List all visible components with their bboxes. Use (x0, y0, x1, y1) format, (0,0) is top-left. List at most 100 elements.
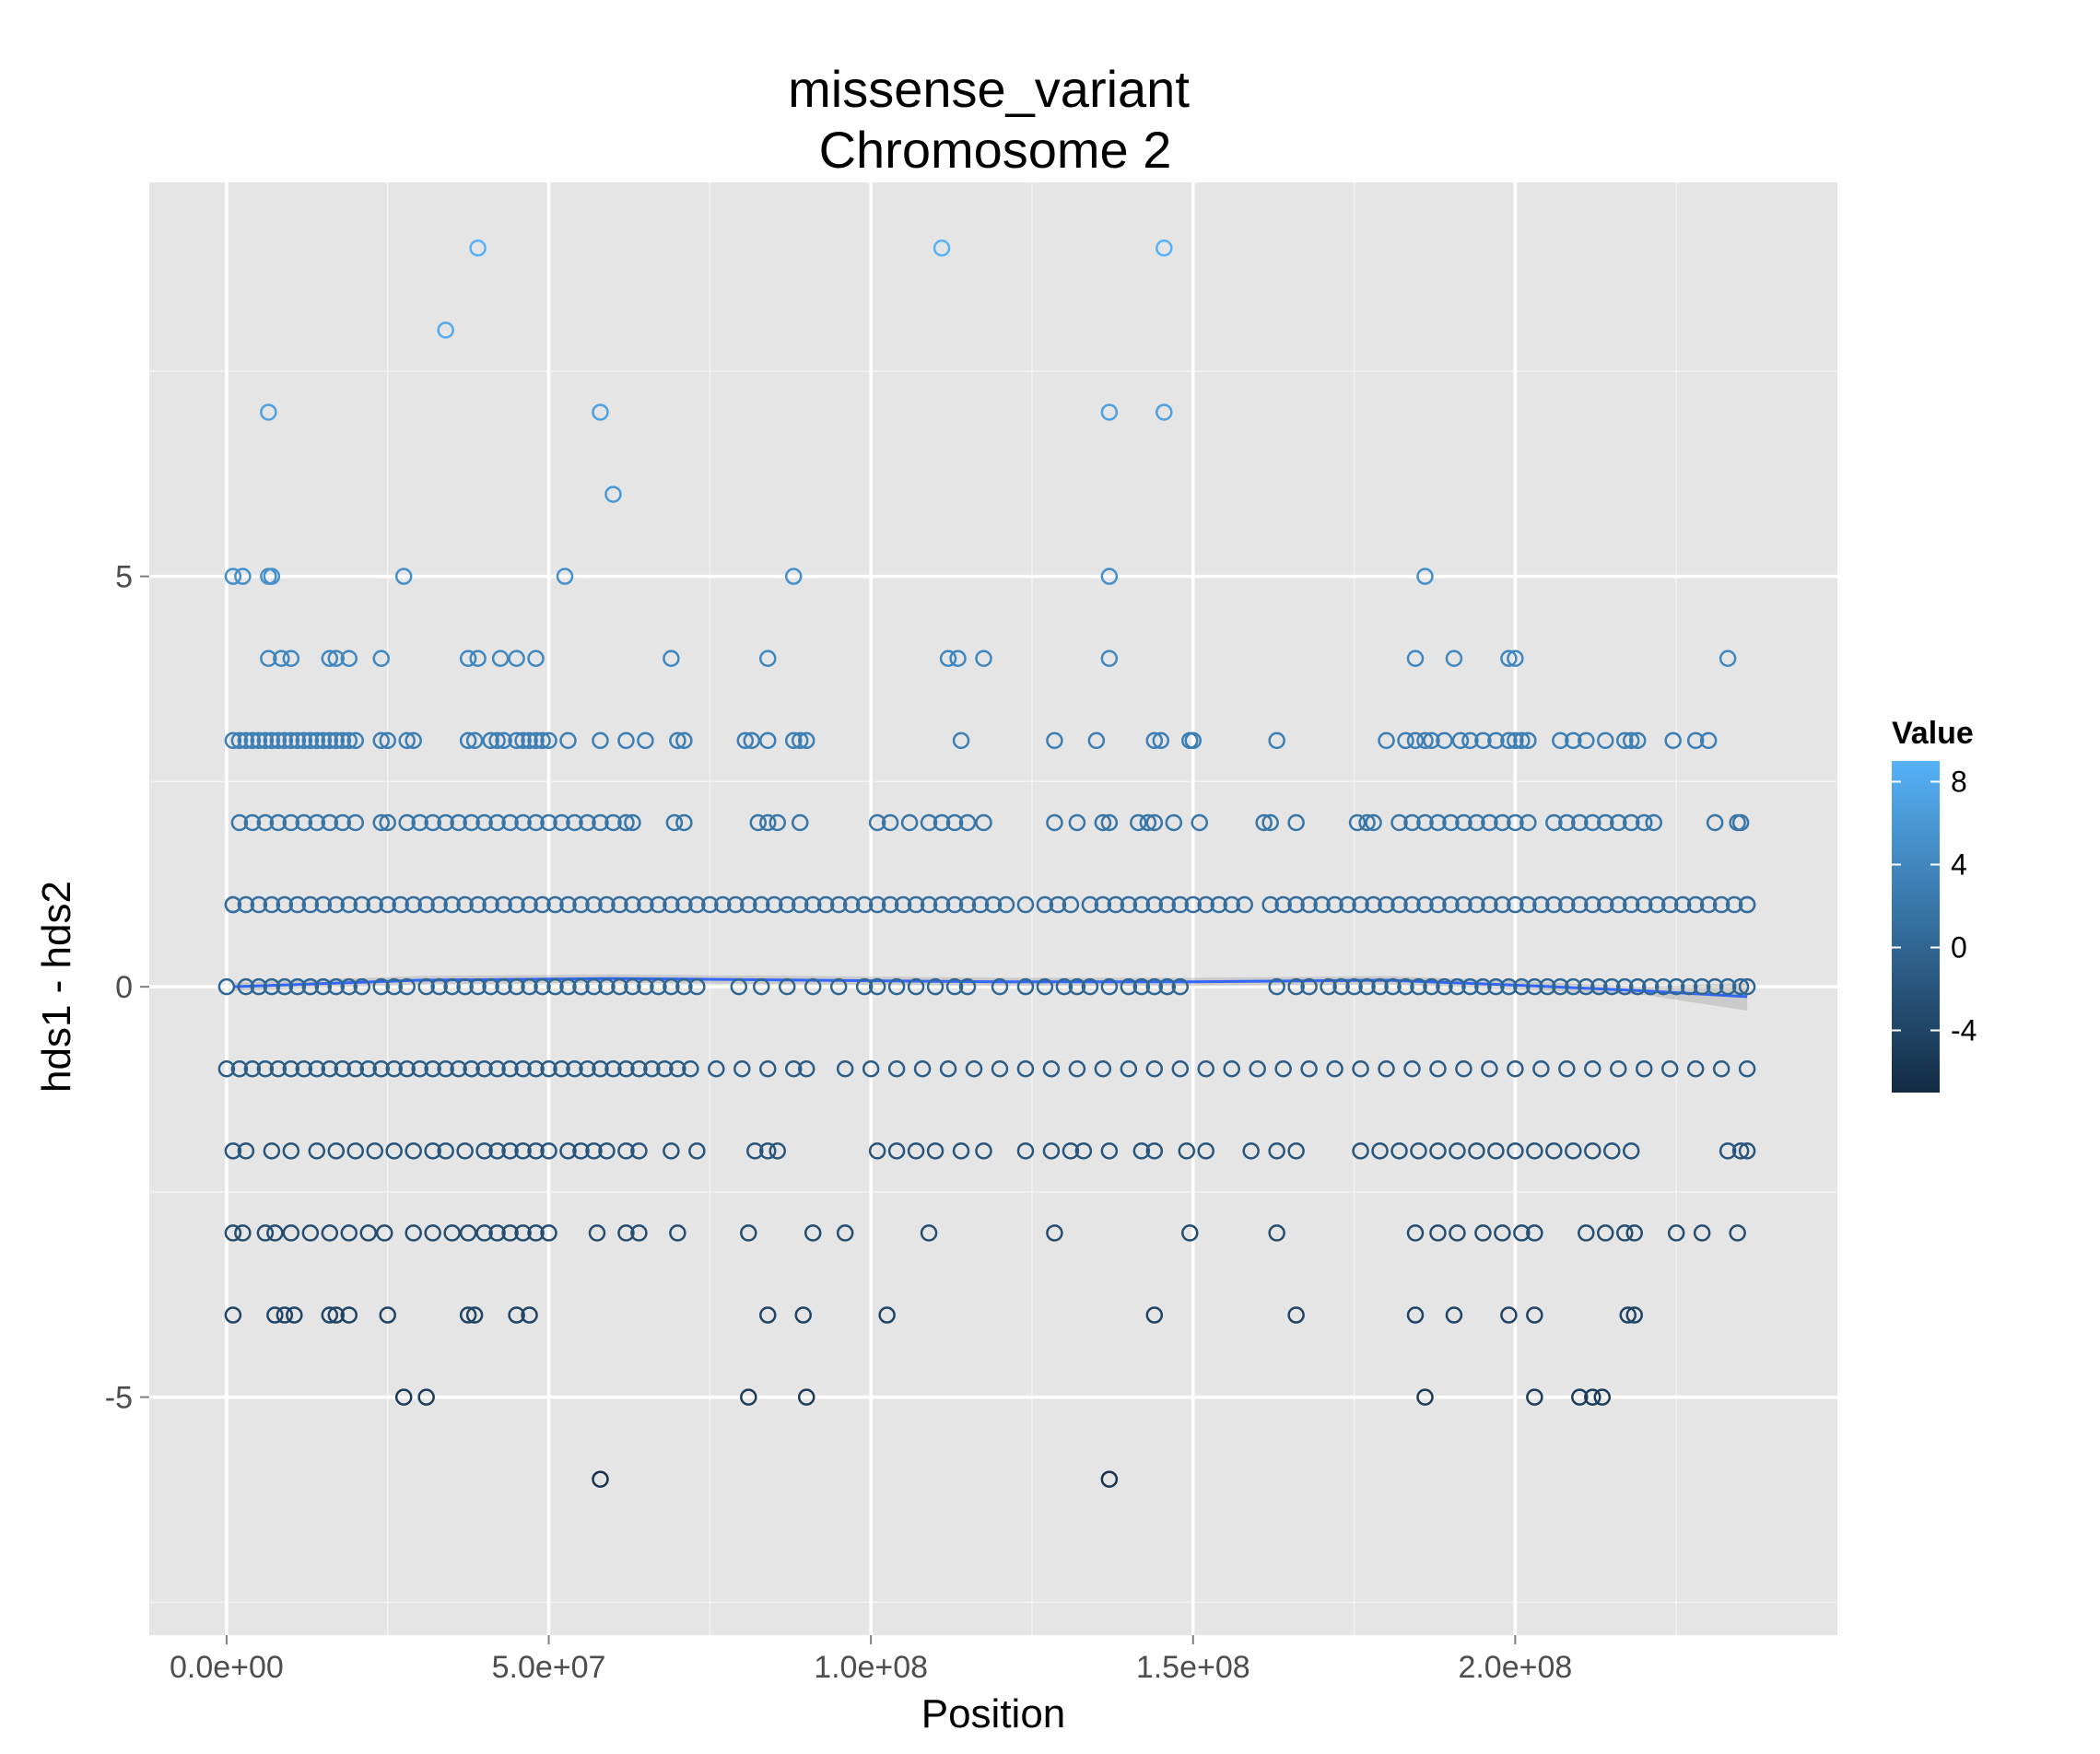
data-point (1249, 1059, 1266, 1078)
data-point (949, 649, 967, 668)
data-point (1223, 1059, 1240, 1078)
data-point (1156, 240, 1173, 257)
data-point (372, 731, 390, 750)
data-point (1699, 731, 1718, 750)
data-point (1416, 895, 1434, 914)
data-point (1603, 977, 1621, 996)
data-point (224, 1306, 242, 1324)
data-point (637, 895, 654, 914)
data-point (495, 895, 512, 914)
data-point (1416, 567, 1434, 585)
data-point (1068, 1059, 1086, 1078)
data-point (546, 895, 564, 914)
data-point (1423, 731, 1440, 750)
data-point (920, 813, 938, 832)
data-point (495, 977, 512, 996)
data-point (630, 1059, 648, 1078)
data-point (475, 1142, 493, 1160)
data-point (1397, 977, 1414, 996)
data-point (1578, 977, 1595, 996)
data-point (907, 895, 925, 914)
legend-colorbar (1892, 761, 1940, 1093)
data-point (1016, 895, 1035, 914)
data-point (933, 813, 951, 832)
data-point (459, 1224, 477, 1242)
data-point (237, 731, 255, 750)
data-point (1145, 977, 1164, 996)
data-point (260, 403, 277, 421)
data-point (1738, 1059, 1756, 1078)
data-point (958, 895, 977, 914)
data-point (243, 813, 262, 832)
data-point (301, 895, 320, 914)
data-point (778, 977, 796, 996)
data-point (1410, 1142, 1427, 1160)
data-point (456, 977, 474, 996)
data-point (1345, 977, 1363, 996)
data-point (1081, 895, 1099, 914)
data-point (1145, 1059, 1164, 1078)
data-point (1046, 1224, 1063, 1242)
data-point (1145, 813, 1164, 832)
data-point (417, 977, 435, 996)
data-point (237, 895, 255, 914)
data-point (1016, 977, 1035, 996)
data-point (868, 813, 886, 832)
data-point (592, 813, 609, 832)
data-point (321, 813, 339, 832)
data-point (1532, 895, 1550, 914)
data-point (1197, 1142, 1214, 1160)
data-point (688, 895, 706, 914)
data-point (1635, 1059, 1653, 1078)
data-point (945, 895, 964, 914)
data-point (482, 895, 499, 914)
data-point (501, 1224, 519, 1242)
data-point (708, 1059, 725, 1078)
data-point (759, 813, 777, 832)
data-point (1731, 1142, 1750, 1160)
data-point (1352, 1142, 1369, 1160)
data-point (1532, 1059, 1550, 1078)
data-point (1055, 977, 1073, 996)
data-point (1378, 731, 1395, 750)
data-point (359, 1059, 377, 1078)
data-point (1255, 813, 1273, 832)
data-point (1584, 1388, 1601, 1406)
data-point (1320, 977, 1337, 996)
data-point (424, 1059, 441, 1078)
data-point (1378, 895, 1395, 914)
data-point (945, 977, 964, 996)
data-point (491, 649, 510, 668)
data-point (984, 895, 1003, 914)
data-point (1507, 1142, 1524, 1160)
data-point (1181, 1224, 1199, 1242)
data-point (366, 895, 383, 914)
data-point (643, 1059, 661, 1078)
data-point (1429, 1224, 1447, 1242)
data-point (836, 1224, 854, 1242)
data-point (405, 1224, 422, 1242)
data-point (604, 813, 622, 832)
data-point (1545, 813, 1563, 832)
data-point (334, 731, 352, 750)
data-point (1158, 895, 1177, 914)
data-point (276, 1306, 294, 1324)
data-point (730, 977, 748, 996)
data-point (701, 895, 719, 914)
data-point (534, 977, 551, 996)
data-point (1712, 895, 1730, 914)
data-point (1686, 1059, 1705, 1078)
data-point (346, 813, 365, 832)
smooth-ribbon (232, 974, 1748, 1011)
data-point (1731, 813, 1750, 832)
data-point (1622, 1142, 1640, 1160)
data-point (926, 977, 944, 996)
data-point (1365, 895, 1382, 914)
data-point (1455, 895, 1472, 914)
data-point (784, 731, 803, 750)
data-point (829, 895, 848, 914)
data-point (321, 1059, 339, 1078)
data-point (1719, 1142, 1737, 1160)
data-point (1094, 1059, 1112, 1078)
data-point (1449, 977, 1466, 996)
